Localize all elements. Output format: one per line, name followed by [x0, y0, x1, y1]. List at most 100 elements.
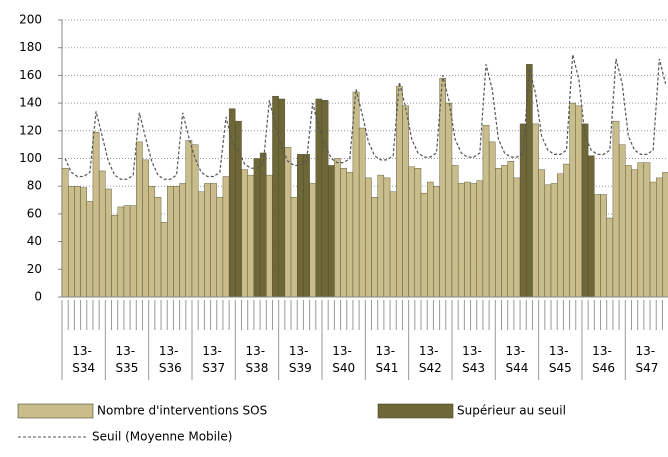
- x-tick-label: 13- S37: [202, 344, 226, 375]
- y-tick-label: 20: [27, 262, 42, 276]
- bar: [649, 181, 657, 298]
- bar: [228, 108, 236, 298]
- y-tick-label: 180: [19, 40, 42, 54]
- bar: [550, 183, 558, 298]
- bar: [587, 155, 595, 298]
- bar: [532, 123, 539, 298]
- bar: [340, 167, 347, 298]
- legend-label: Nombre d'interventions SOS: [97, 404, 267, 418]
- bar: [136, 141, 143, 298]
- bar: [309, 183, 316, 298]
- legend-swatch: [377, 403, 454, 419]
- bar: [222, 176, 230, 298]
- bar: [303, 154, 310, 298]
- bar: [439, 77, 446, 298]
- bar: [464, 181, 471, 298]
- bar: [637, 162, 645, 298]
- y-tick-label: 80: [27, 179, 42, 193]
- bar: [123, 205, 131, 298]
- bar: [80, 187, 87, 298]
- bar: [241, 169, 248, 298]
- bar: [470, 183, 477, 298]
- bar: [377, 174, 385, 298]
- bar: [513, 177, 521, 298]
- x-tick-label: 13- S34: [72, 344, 96, 375]
- bar: [488, 141, 496, 298]
- x-tick-label: 13- S39: [288, 344, 312, 375]
- bar: [389, 191, 397, 298]
- bar: [427, 181, 434, 298]
- x-tick-label: 13- S35: [115, 344, 139, 375]
- bar: [457, 183, 465, 298]
- bar: [557, 173, 564, 298]
- bar: [365, 177, 372, 298]
- bar: [185, 140, 193, 298]
- bar: [266, 174, 273, 298]
- y-tick-label: 60: [27, 206, 42, 220]
- x-tick-label: 13- S47: [635, 344, 659, 375]
- bar: [327, 165, 335, 298]
- bar: [148, 185, 156, 298]
- bar: [495, 167, 502, 298]
- bar: [259, 152, 267, 298]
- bar: [433, 185, 440, 298]
- bar: [606, 217, 614, 298]
- bar: [272, 95, 279, 298]
- bar: [74, 185, 81, 298]
- bar: [210, 183, 217, 298]
- bar: [358, 127, 366, 298]
- y-tick-label: 0: [34, 290, 42, 304]
- bar: [290, 197, 298, 298]
- bar: [98, 170, 106, 298]
- y-tick-label: 200: [19, 13, 42, 27]
- x-tick-label: 13- S42: [418, 344, 442, 375]
- bar: [278, 98, 286, 298]
- bar: [569, 102, 576, 298]
- bar: [631, 169, 638, 298]
- bar: [216, 197, 224, 298]
- x-tick-label: 13- S38: [245, 344, 269, 375]
- bar: [160, 222, 168, 298]
- threshold-line: [64, 54, 667, 180]
- bar: [105, 188, 112, 298]
- bar: [117, 206, 125, 298]
- x-tick-label: 13- S36: [158, 344, 182, 375]
- bar: [204, 183, 211, 298]
- bar: [420, 192, 428, 298]
- bar: [191, 144, 199, 298]
- bar: [297, 154, 304, 298]
- bar: [247, 174, 255, 298]
- y-tick-label: 120: [19, 123, 42, 137]
- bar: [321, 100, 329, 298]
- bar: [538, 169, 546, 298]
- bar: [371, 197, 378, 298]
- bar: [656, 177, 663, 298]
- bar: [618, 144, 626, 298]
- bar: [129, 205, 137, 298]
- bar: [408, 166, 416, 298]
- bar: [581, 123, 589, 298]
- x-tick-label: 13- S41: [375, 344, 399, 375]
- bar: [662, 172, 668, 298]
- bar: [142, 159, 149, 298]
- bar: [507, 161, 515, 298]
- bar: [67, 185, 75, 298]
- bar: [111, 215, 118, 298]
- x-tick-label: 13- S44: [505, 344, 529, 375]
- bar: [253, 158, 261, 298]
- bar: [86, 201, 94, 298]
- bar: [179, 183, 187, 298]
- bar: [235, 120, 242, 298]
- bar: [451, 165, 459, 298]
- x-tick-label: 13- S40: [332, 344, 356, 375]
- bar: [544, 184, 552, 298]
- bar: [575, 105, 583, 298]
- bar: [476, 180, 484, 298]
- bar: [383, 177, 391, 298]
- bar: [594, 194, 601, 298]
- bar: [352, 91, 360, 298]
- bar: [501, 165, 508, 298]
- y-tick-label: 40: [27, 234, 42, 248]
